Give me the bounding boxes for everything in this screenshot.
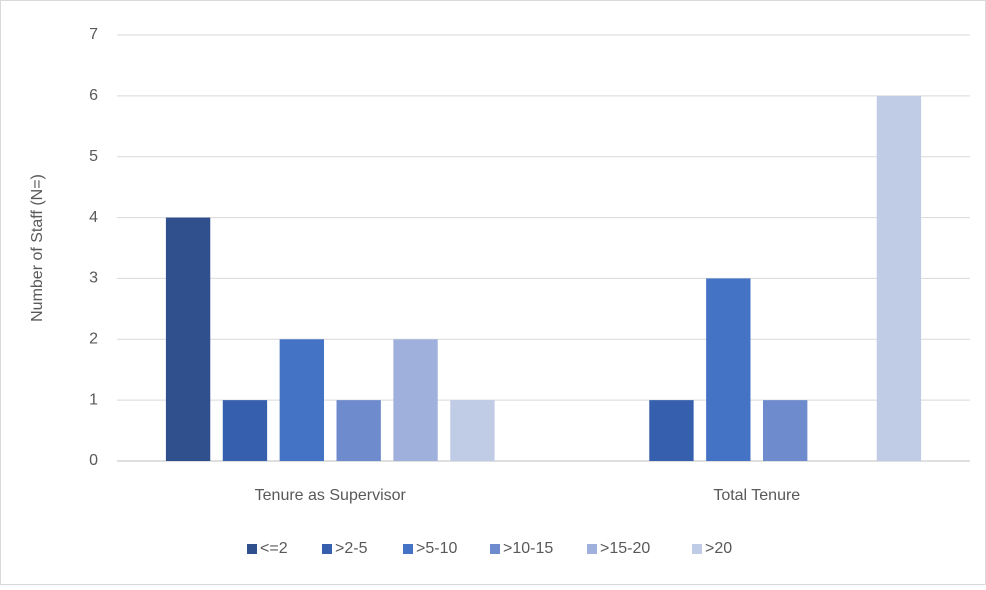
x-tick-label: Tenure as Supervisor (255, 487, 407, 504)
bar (165, 217, 211, 461)
y-tick-label: 5 (89, 148, 98, 165)
bar (649, 400, 694, 461)
y-tick-label: 6 (89, 87, 98, 104)
legend-swatch (403, 544, 413, 554)
bar (222, 400, 268, 461)
y-tick-label: 7 (89, 26, 98, 43)
legend-label: >5-10 (416, 540, 457, 557)
bar (450, 400, 495, 461)
legend-label: >20 (705, 540, 732, 557)
legend-swatch (692, 544, 702, 554)
bar (706, 278, 751, 461)
bar (336, 400, 381, 461)
legend-label: <=2 (260, 540, 288, 557)
y-tick-label: 4 (89, 209, 98, 226)
legend-swatch (322, 544, 332, 554)
y-tick-label: 2 (89, 331, 98, 348)
y-tick-label: 1 (89, 391, 98, 408)
y-axis-label: Number of Staff (N=) (29, 174, 46, 322)
bar (393, 339, 438, 461)
y-tick-label: 3 (89, 270, 98, 287)
legend-label: >15-20 (600, 540, 650, 557)
x-tick-label: Total Tenure (713, 487, 800, 504)
bar (763, 400, 808, 461)
legend-swatch (247, 544, 257, 554)
bar (876, 95, 922, 461)
legend-label: >2-5 (335, 540, 368, 557)
bar (279, 339, 324, 461)
legend-swatch (587, 544, 597, 554)
legend-swatch (490, 544, 500, 554)
legend-label: >10-15 (503, 540, 553, 557)
y-tick-label: 0 (89, 452, 98, 469)
